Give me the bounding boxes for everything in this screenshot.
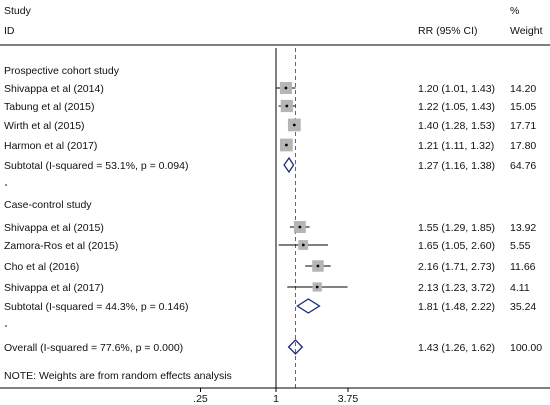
weight-value: 5.55 [510,240,531,252]
study-label: Shivappa et al (2015) [4,222,104,234]
x-tick-label: 3.75 [338,393,359,405]
point-estimate [292,123,296,127]
point-estimate [315,285,319,289]
study-label: Cho et al (2016) [4,261,79,273]
header-study: Study [4,5,32,17]
subtotal-ci-text: 1.27 (1.16, 1.38) [418,160,495,172]
study-label: Tabung et al (2015) [4,101,94,113]
separator-dot [5,184,7,186]
overall-ci-text: 1.43 (1.26, 1.62) [418,342,495,354]
study-label: Shivappa et al (2017) [4,282,104,294]
weight-value: 13.92 [510,222,536,234]
study-label: Shivappa et al (2014) [4,83,104,95]
forest-rows: Prospective cohort study Shivappa et al (… [4,65,542,355]
header-weight: Weight [510,25,543,37]
study-label: Harmon et al (2017) [4,140,97,152]
subtotal-weight: 35.24 [510,301,536,313]
weight-value: 4.11 [510,282,530,294]
effect-ci-text: 1.55 (1.29, 1.85) [418,222,495,234]
effect-ci-text: 1.21 (1.11, 1.32) [418,140,494,152]
point-estimate [285,104,289,108]
weights-note: NOTE: Weights are from random effects an… [4,370,232,382]
header-id: ID [4,25,15,37]
x-tick-label: 1 [273,393,279,405]
effect-ci-text: 1.40 (1.28, 1.53) [418,120,495,132]
effect-ci-text: 2.16 (1.71, 2.73) [418,261,495,273]
point-estimate [284,86,288,90]
point-estimate [316,264,320,268]
effect-ci-text: 1.22 (1.05, 1.43) [418,101,495,113]
header-percent: % [510,5,519,17]
group-label: Prospective cohort study [4,65,120,77]
subtotal-diamond [296,298,321,314]
weight-value: 11.66 [510,261,536,273]
point-estimate [298,225,302,229]
subtotal-diamond [283,156,295,174]
overall-diamond [287,339,304,355]
point-estimate [301,243,305,247]
effect-ci-text: 1.20 (1.01, 1.43) [418,83,495,95]
point-estimate [284,143,288,147]
effect-ci-text: 2.13 (1.23, 3.72) [418,282,495,294]
weight-value: 17.80 [510,140,536,152]
subtotal-ci-text: 1.81 (1.48, 2.22) [418,301,495,313]
weight-value: 14.20 [510,83,536,95]
overall-weight: 100.00 [510,342,542,354]
x-axis: .25 1 3.75 [0,48,550,405]
study-label: Zamora-Ros et al (2015) [4,240,118,252]
effect-ci-text: 1.65 (1.05, 2.60) [418,240,495,252]
group-label: Case-control study [4,199,92,211]
x-tick-label: .25 [193,393,208,405]
subtotal-label: Subtotal (I-squared = 53.1%, p = 0.094) [4,160,188,172]
header-effect: RR (95% CI) [418,25,478,37]
subtotal-label: Subtotal (I-squared = 44.3%, p = 0.146) [4,301,188,313]
separator-dot [5,325,7,327]
subtotal-weight: 64.76 [510,160,536,172]
weight-value: 17.71 [510,120,536,132]
weight-value: 15.05 [510,101,536,113]
overall-label: Overall (I-squared = 77.6%, p = 0.000) [4,342,183,354]
study-label: Wirth et al (2015) [4,120,85,132]
